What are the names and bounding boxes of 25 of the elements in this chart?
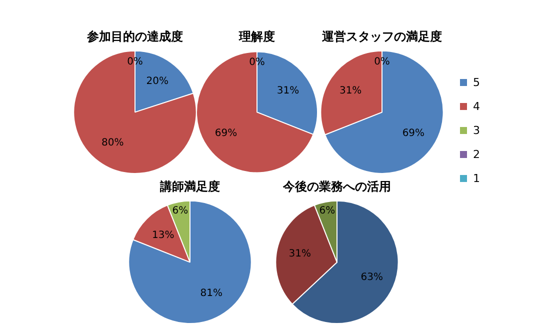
chart-title: 運営スタッフの満足度 <box>321 29 442 44</box>
data-label: 69% <box>214 128 238 139</box>
data-label: 31% <box>288 248 312 260</box>
legend-label: 5 <box>473 76 480 88</box>
legend-label: 2 <box>473 148 480 160</box>
data-label: 81% <box>200 288 222 300</box>
text: 0% <box>249 57 265 68</box>
data-label: 31% <box>339 85 362 96</box>
text: 0% <box>374 56 390 68</box>
chart-title: 講師満足度 <box>159 179 220 194</box>
data-label: 80% <box>102 138 124 149</box>
data-label: 69% <box>402 128 425 140</box>
data-label: 63% <box>360 272 383 283</box>
data-label: 6% <box>172 206 188 217</box>
chart-title: 参加目的の達成度 <box>86 29 183 44</box>
data-label: 20% <box>146 76 168 88</box>
legend-label: 1 <box>473 172 480 184</box>
data-label: 31% <box>276 86 300 97</box>
chart-title: 理解度 <box>238 29 275 44</box>
chart-title: 今後の業務への活用 <box>282 179 391 194</box>
legend-label: 4 <box>473 100 480 112</box>
data-label: 13% <box>152 230 174 241</box>
legend-label: 3 <box>473 124 480 136</box>
data-label: 6% <box>319 206 336 217</box>
text: 0% <box>127 56 143 68</box>
